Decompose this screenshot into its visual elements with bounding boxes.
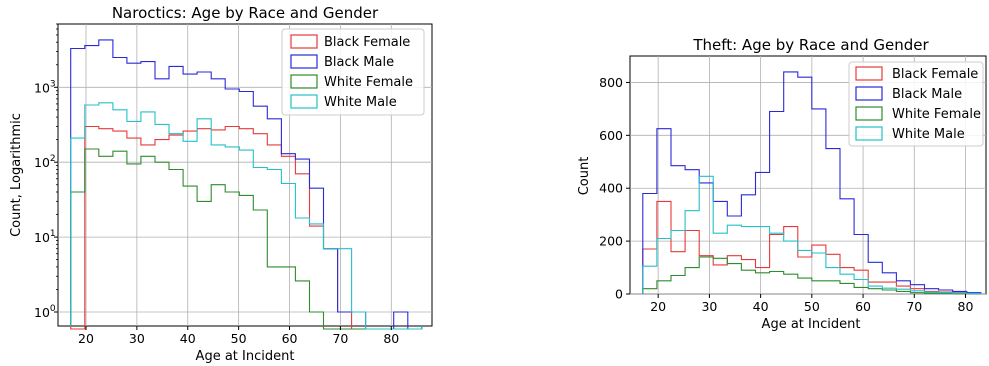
legend-frame — [848, 61, 984, 147]
series-white-female — [642, 256, 982, 295]
x-axis-label-theft: Age at Incident — [762, 317, 861, 332]
y-ticks-theft: 0 200 400 600 800 — [599, 75, 630, 302]
legend-label-white-male: White Male — [892, 127, 965, 142]
series-group-narcotics — [70, 39, 423, 330]
legend-swatch-black-female — [290, 34, 318, 49]
y-axis-label-theft: Count — [577, 157, 592, 196]
legend-swatch-black-male — [290, 54, 318, 69]
series-white-male — [642, 175, 982, 295]
legend-label-white-female: White Female — [324, 75, 413, 90]
series-white-male — [70, 102, 423, 330]
y-tick-label: 400 — [599, 181, 623, 196]
chart-theft: 20 30 40 50 60 70 80 0 200 400 600 800 Theft: Age … — [577, 36, 987, 332]
x-tick-label: 40 — [753, 299, 769, 314]
x-tick-label: 60 — [855, 299, 871, 314]
y-tick-label: 0 — [615, 287, 623, 302]
x-tick-label: 70 — [906, 299, 922, 314]
legend-swatch-white-male — [855, 126, 883, 141]
series-black-male — [642, 71, 982, 294]
legend-label-white-female: White Female — [892, 107, 981, 122]
y-tick-label: 800 — [599, 75, 623, 90]
y-ticks-narcotics: 100 101 102 103 — [34, 23, 58, 320]
x-tick-label: 70 — [332, 331, 348, 346]
y-tick-label: 101 — [34, 229, 56, 245]
legend-theft: Black Female Black Male White Female Whi… — [848, 61, 984, 147]
y-tick-label: 200 — [599, 234, 623, 249]
y-tick-label: 102 — [34, 154, 56, 170]
x-ticks-narcotics: 20 30 40 50 60 70 80 — [78, 326, 399, 346]
x-tick-label: 80 — [958, 299, 974, 314]
legend-swatch-white-female — [290, 74, 318, 89]
x-tick-label: 50 — [231, 331, 247, 346]
legend-label-white-male: White Male — [324, 95, 397, 110]
y-tick-label: 100 — [34, 304, 56, 320]
legend-swatch-black-female — [855, 66, 883, 81]
x-tick-label: 30 — [129, 331, 145, 346]
legend-label-black-male: Black Male — [324, 55, 394, 70]
legend-swatch-white-female — [855, 106, 883, 121]
chart-narcotics: 20 30 40 50 60 70 80 100 101 102 103 Naroctics: A… — [9, 4, 433, 364]
series-white-female — [70, 148, 423, 330]
x-tick-label: 30 — [701, 299, 717, 314]
x-tick-label: 40 — [180, 331, 196, 346]
x-ticks-theft: 20 30 40 50 60 70 80 — [650, 294, 974, 314]
legend-swatch-white-male — [290, 94, 318, 109]
y-axis-label-narcotics: Count, Logarithmic — [9, 113, 24, 237]
grid-narcotics — [58, 24, 432, 326]
y-tick-label: 600 — [599, 128, 623, 143]
legend-label-black-male: Black Male — [892, 87, 962, 102]
legend-swatch-black-male — [855, 86, 883, 101]
legend-label-black-female: Black Female — [324, 35, 410, 50]
x-axis-label-narcotics: Age at Incident — [196, 349, 295, 364]
chart-title-theft: Theft: Age by Race and Gender — [692, 36, 929, 54]
series-group-theft — [642, 71, 982, 295]
x-tick-label: 20 — [78, 331, 94, 346]
y-tick-label: 103 — [34, 79, 56, 95]
legend-narcotics: Black Female Black Male White Female Whi… — [281, 28, 425, 116]
x-tick-label: 80 — [383, 331, 399, 346]
legend-label-black-female: Black Female — [892, 67, 978, 82]
x-tick-label: 20 — [650, 299, 666, 314]
x-tick-label: 60 — [282, 331, 298, 346]
legend-frame — [281, 28, 425, 116]
x-tick-label: 50 — [804, 299, 820, 314]
chart-title-narcotics: Naroctics: Age by Race and Gender — [112, 4, 379, 22]
